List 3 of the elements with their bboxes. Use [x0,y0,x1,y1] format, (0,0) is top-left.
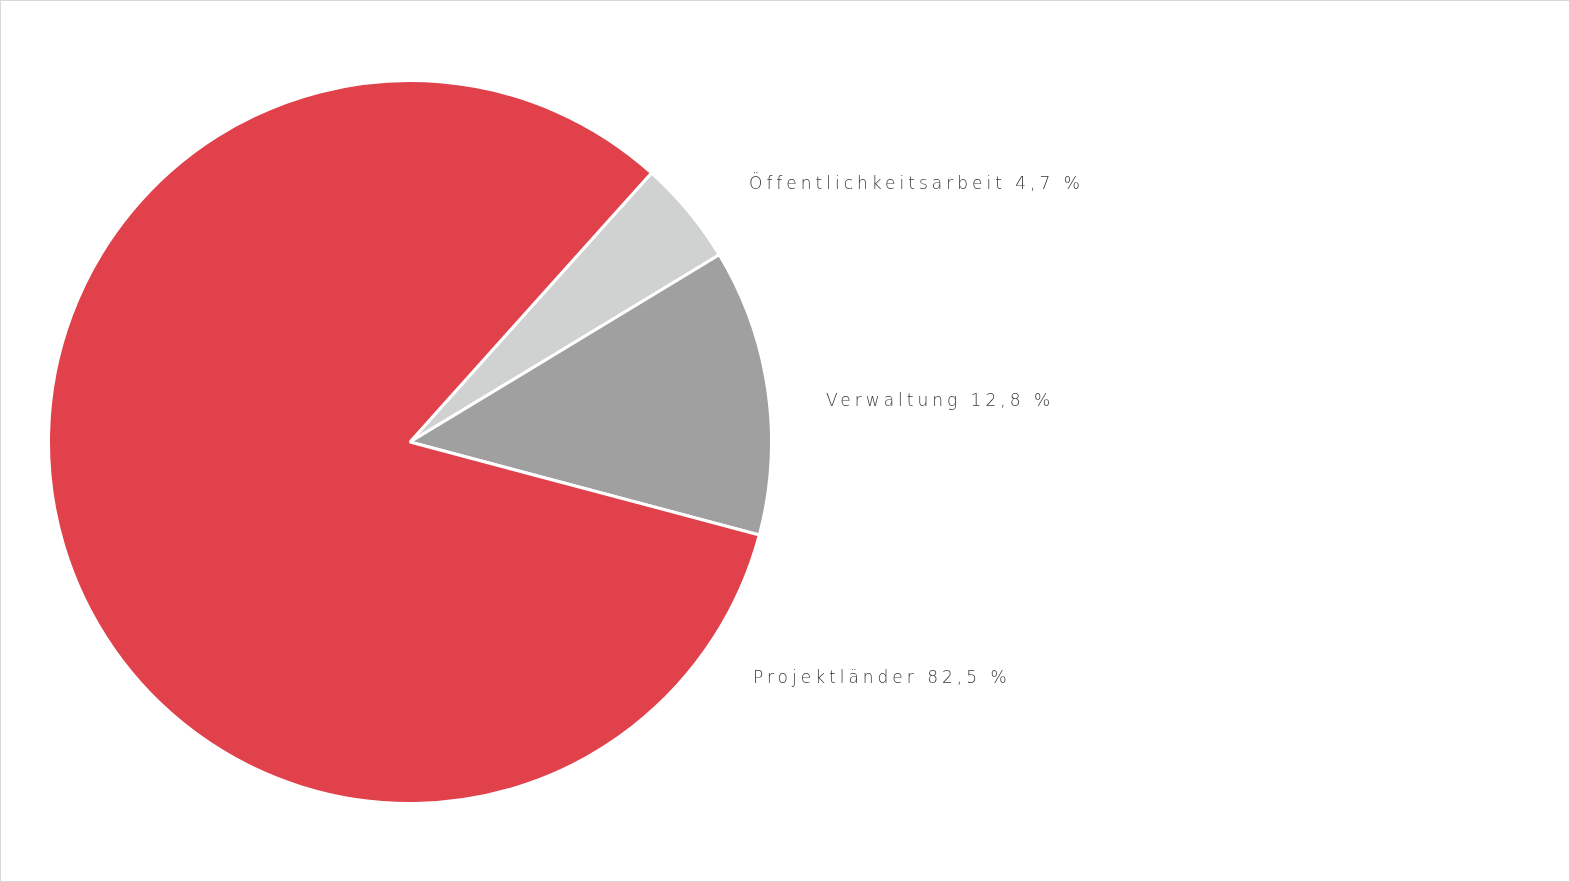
slice-label: Verwaltung 12,8 % [826,390,1055,411]
slice-label: Öffentlichkeitsarbeit 4,7 % [749,172,1084,194]
slice-label: Projektländer 82,5 % [753,667,1011,688]
